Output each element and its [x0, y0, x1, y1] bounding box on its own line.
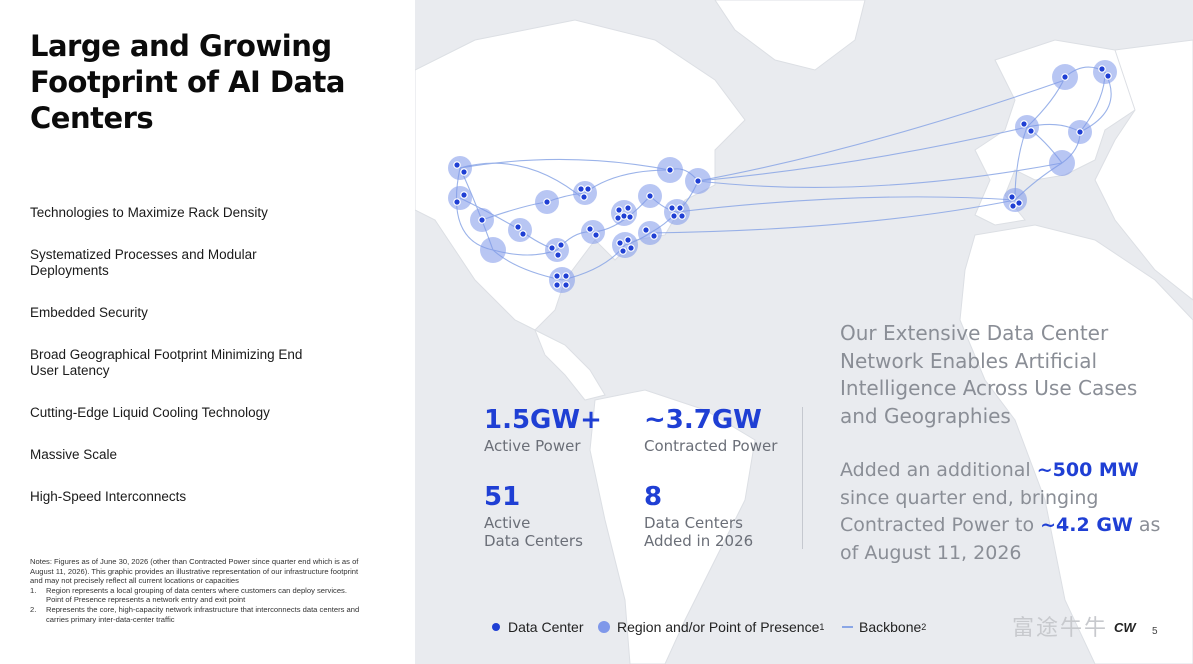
africa-shape [959, 224, 1193, 664]
feature-item: Broad Geographical Footprint Minimizing … [30, 347, 303, 378]
contracted-gw-highlight: ~4.2 GW [1040, 514, 1133, 536]
world-map [415, 0, 1193, 664]
south-america-shape [589, 389, 756, 664]
legend-region: Region and/or Point of Presence 1 [598, 619, 824, 635]
legend-data-center: Data Center [492, 619, 583, 635]
watermark: 富途牛牛 [1012, 615, 1109, 640]
feature-item: Technologies to Maximize Rack Density [30, 205, 268, 220]
added-mw-highlight: ~500 MW [1036, 459, 1139, 481]
notes-intro: Notes: Figures as of June 30, 2026 (othe… [30, 557, 359, 586]
greenland-shape [714, 0, 866, 71]
asia-shape [1094, 39, 1193, 301]
contracted-power-label: Contracted Power [644, 437, 778, 455]
legend-backbone: Backbone 2 [842, 619, 926, 635]
added-data-centers-stat: 8 Data Centers Added in 2026 [644, 482, 753, 550]
active-data-centers-value: 51 [484, 482, 521, 512]
page-number: 5 [1152, 626, 1158, 637]
data-center-dot-icon [492, 623, 500, 631]
stats-divider [802, 407, 803, 549]
page-title: Large and Growing Footprint of AI Data C… [30, 29, 346, 135]
feature-item: Systematized Processes and Modular Deplo… [30, 247, 257, 278]
central-america-shape [534, 328, 606, 401]
footnotes: Notes: Figures as of June 30, 2026 (othe… [30, 557, 365, 624]
region-dot-icon [598, 621, 610, 633]
active-data-centers-stat: 51 Active Data Centers [484, 482, 583, 550]
footnote-1: 1. Region represents a local grouping of… [30, 585, 347, 605]
data-center-dots [453, 65, 1112, 289]
contracted-power-value: ~3.7GW [644, 405, 762, 435]
feature-item: Cutting-Edge Liquid Cooling Technology [30, 405, 270, 420]
added-data-centers-value: 8 [644, 482, 663, 512]
network-headline: Our Extensive Data Center Network Enable… [840, 321, 1138, 428]
feature-item: Embedded Security [30, 305, 148, 320]
contracted-power-update: Added an additional ~500 MW since quarte… [840, 459, 1161, 564]
network-map-graphic [415, 0, 1193, 664]
active-data-centers-label: Active Data Centers [484, 514, 583, 550]
added-data-centers-label: Data Centers Added in 2026 [644, 514, 754, 550]
backbone-line-icon [842, 626, 853, 628]
active-power-stat: 1.5GW+ Active Power [484, 405, 602, 455]
feature-item: Massive Scale [30, 447, 118, 462]
company-logo: CW [1114, 620, 1136, 635]
left-panel: Large and Growing Footprint of AI Data C… [0, 0, 415, 664]
feature-item: High-Speed Interconnects [30, 489, 187, 504]
active-power-value: 1.5GW+ [484, 405, 602, 435]
footnote-2: 2. Represents the core, high-capacity ne… [30, 604, 360, 624]
active-power-label: Active Power [484, 437, 581, 455]
contracted-power-stat: ~3.7GW Contracted Power [644, 405, 777, 455]
